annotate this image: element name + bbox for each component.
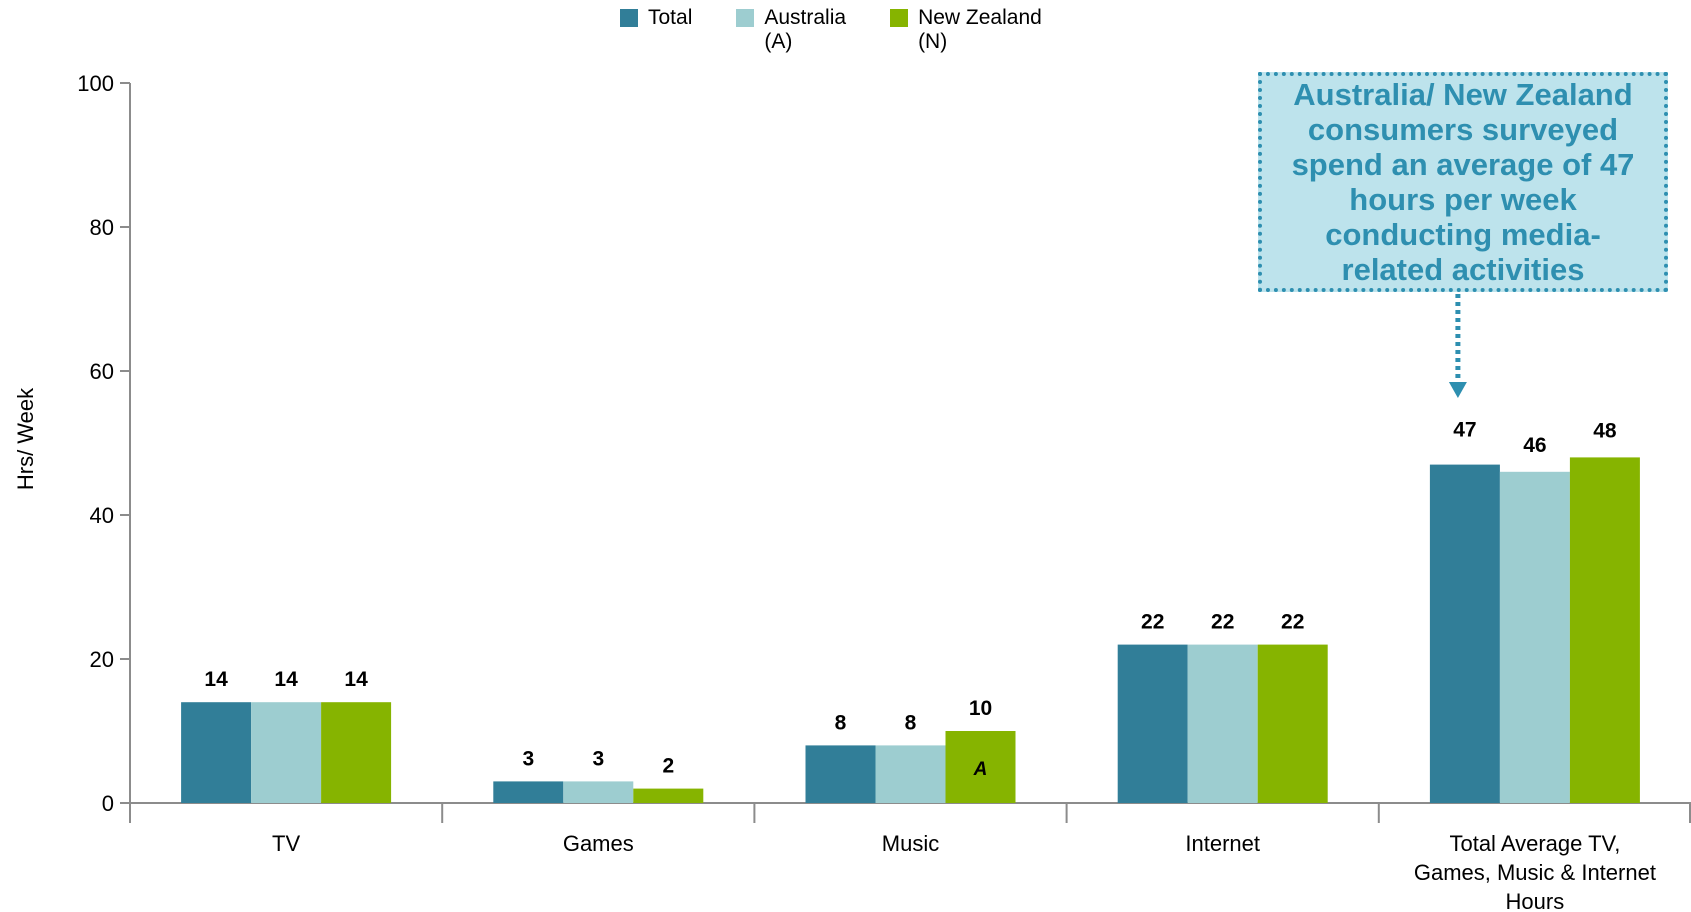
- significance-label: A: [973, 759, 988, 780]
- bar: [805, 745, 876, 803]
- callout-text: Australia/ New Zealand consumers surveye…: [1292, 77, 1635, 287]
- bar: [1499, 471, 1570, 803]
- legend: Total Australia (A) New Zealand (N): [620, 6, 1042, 54]
- data-label: 22: [1211, 611, 1234, 634]
- callout-line-1: Australia/ New Zealand: [1293, 77, 1633, 112]
- legend-item-australia: Australia (A): [736, 6, 846, 54]
- data-label: 22: [1281, 611, 1304, 634]
- y-tick-label: 20: [90, 647, 114, 672]
- data-label: 10: [969, 697, 992, 720]
- y-tick-label: 40: [90, 503, 114, 528]
- bar: [1117, 644, 1188, 803]
- callout-line-2: consumers surveyed: [1307, 112, 1619, 147]
- data-label: 8: [835, 711, 847, 734]
- bar: [493, 781, 564, 803]
- data-label: 3: [522, 747, 534, 770]
- callout-line-3: spend an average of 47: [1291, 147, 1635, 182]
- data-label: 14: [204, 668, 228, 691]
- legend-label-new-zealand-code: (N): [918, 30, 948, 53]
- data-label: 2: [662, 755, 674, 778]
- data-label: 22: [1141, 611, 1164, 634]
- legend-swatch-total: [620, 9, 638, 27]
- x-category-label: TV: [272, 831, 300, 856]
- bar: [945, 731, 1016, 803]
- data-label: 48: [1593, 419, 1617, 442]
- bar: [251, 702, 322, 803]
- legend-label-total: Total: [648, 6, 693, 29]
- bar: [1569, 457, 1640, 803]
- callout-line-4: hours per week: [1349, 182, 1577, 217]
- x-category-label: Hours: [1506, 889, 1565, 912]
- legend-label-australia-code: (A): [764, 30, 793, 53]
- callout-line-6: related activities: [1341, 252, 1585, 287]
- bar: [1187, 644, 1258, 803]
- legend-label-new-zealand: New Zealand: [918, 6, 1042, 29]
- x-category-label: Internet: [1185, 831, 1260, 856]
- bar: [875, 745, 946, 803]
- callout-box: Australia/ New Zealand consumers surveye…: [1258, 72, 1668, 292]
- x-category-label: Games, Music & Internet: [1414, 860, 1656, 885]
- bar: [1429, 464, 1500, 803]
- legend-item-total: Total: [620, 6, 692, 54]
- x-category-label: Games: [563, 831, 634, 856]
- y-tick-label: 60: [90, 359, 114, 384]
- bar: [563, 781, 634, 803]
- y-tick-label: 80: [90, 215, 114, 240]
- x-category-label: Total Average TV,: [1449, 831, 1620, 856]
- y-axis-title: Hrs/ Week: [13, 387, 38, 490]
- legend-item-new-zealand: New Zealand (N): [890, 6, 1042, 54]
- data-label: 46: [1523, 434, 1546, 457]
- legend-label-australia: Australia: [764, 6, 847, 29]
- bar: [633, 788, 704, 803]
- data-label: 47: [1453, 419, 1476, 442]
- legend-swatch-new-zealand: [890, 9, 909, 27]
- bar: [321, 702, 392, 803]
- x-category-label: Music: [882, 831, 939, 856]
- data-label: 8: [905, 711, 917, 734]
- data-label: 14: [344, 668, 368, 691]
- legend-swatch-australia: [736, 9, 755, 27]
- bar: [1257, 644, 1328, 803]
- data-label: 3: [592, 747, 604, 770]
- callout-line-5: conducting media-: [1325, 217, 1601, 252]
- y-tick-label: 0: [102, 791, 114, 816]
- callout-arrow-head: [1448, 382, 1467, 398]
- bar: [181, 702, 252, 803]
- y-tick-label: 100: [77, 71, 114, 96]
- data-label: 14: [274, 668, 298, 691]
